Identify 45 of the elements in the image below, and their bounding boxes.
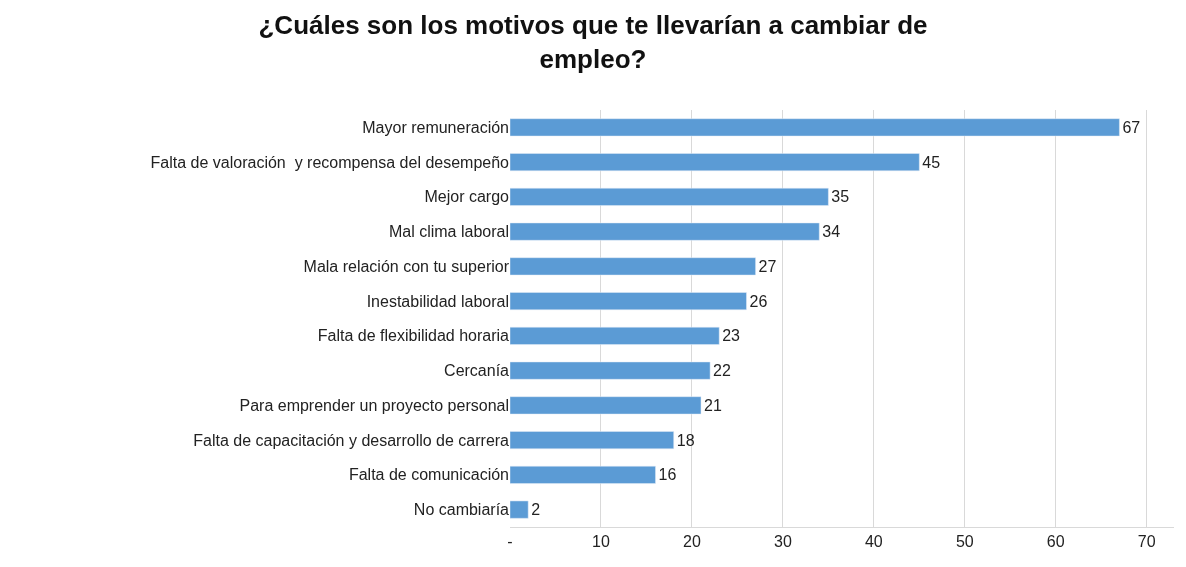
- x-tick-label: 20: [683, 533, 701, 551]
- x-tick-label: 60: [1046, 533, 1065, 551]
- y-tick-label: Mayor remuneración: [362, 118, 509, 136]
- data-label: 34: [822, 223, 841, 241]
- y-tick-label: Mejor cargo: [424, 188, 510, 206]
- bar: [510, 361, 711, 380]
- y-tick-label: No cambiaría: [413, 501, 510, 519]
- data-label: 67: [1122, 118, 1141, 136]
- x-tick-label: 50: [955, 533, 974, 551]
- y-tick-label: Cercanía: [444, 362, 510, 380]
- data-label: 2: [531, 501, 541, 519]
- x-tick-label: 30: [773, 533, 792, 551]
- y-tick-label: Falta de valoración y recompensa del desempeño: [150, 153, 510, 171]
- x-tick-label: 10: [592, 533, 610, 551]
- bar: [510, 153, 920, 172]
- data-label: 26: [749, 292, 768, 310]
- bar: [510, 292, 747, 311]
- data-label: 23: [722, 327, 741, 345]
- data-label: 35: [831, 188, 850, 206]
- bar: [510, 118, 1120, 137]
- y-tick-label: Mala relación con tu superior: [303, 257, 510, 275]
- bar: [510, 326, 720, 345]
- data-label: 18: [676, 431, 695, 449]
- bar: [510, 222, 820, 241]
- y-tick-label: Para emprender un proyecto personal: [239, 396, 509, 414]
- y-tick-label: Inestabilidad laboral: [366, 292, 509, 310]
- x-tick-label: 70: [1137, 533, 1156, 551]
- chart-title: ¿Cuáles son los motivos que te llevarían a cambiar de empleo?: [258, 10, 928, 74]
- bar: [510, 465, 656, 484]
- bar: [510, 187, 829, 206]
- bar: [510, 396, 702, 415]
- bar: [510, 257, 756, 276]
- y-tick-label: Falta de flexibilidad horaria: [317, 327, 510, 345]
- data-label: 27: [758, 257, 777, 275]
- y-tick-label: Mal clima laboral: [388, 223, 509, 241]
- y-tick-label: Falta de comunicación: [348, 466, 509, 484]
- data-label: 22: [713, 362, 732, 380]
- data-label: 21: [704, 396, 722, 414]
- x-tick-label: -: [507, 533, 513, 551]
- bar: [510, 431, 674, 450]
- x-tick-label: 40: [864, 533, 883, 551]
- data-label: 16: [658, 466, 677, 484]
- data-label: 45: [922, 153, 941, 171]
- bar: [510, 500, 529, 519]
- y-tick-label: Falta de capacitación y desarrollo de carrera: [193, 431, 510, 449]
